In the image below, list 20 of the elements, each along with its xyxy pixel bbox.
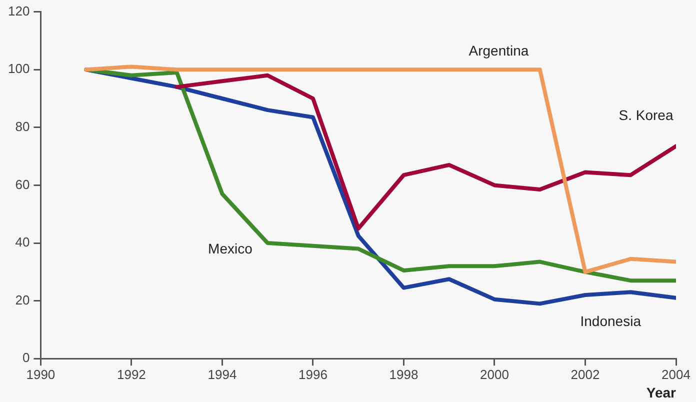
series-label: Indonesia	[580, 312, 642, 329]
series-label: Mexico	[208, 240, 253, 257]
x-tick-label: 1998	[389, 366, 418, 382]
x-tick-label: 1994	[208, 366, 237, 382]
y-tick-label: 40	[15, 234, 30, 250]
y-tick-label: 20	[15, 292, 30, 308]
y-tick-label: 60	[15, 176, 30, 192]
x-tick-label: 1990	[26, 366, 56, 382]
x-tick-label: 1992	[116, 366, 146, 382]
x-tick-label: 2000	[480, 366, 509, 382]
y-tick-label: 80	[15, 118, 30, 134]
x-tick-label: 2004	[662, 366, 690, 382]
y-tick-label: 120	[8, 3, 30, 18]
y-tick-label: 0	[22, 350, 30, 366]
x-tick-label: 1996	[298, 366, 328, 382]
x-axis-title: Year	[646, 384, 677, 400]
series-label: S. Korea	[618, 107, 674, 124]
x-tick-label: 2002	[570, 366, 600, 382]
y-tick-label: 100	[8, 61, 30, 76]
series-label: Argentina	[468, 42, 529, 58]
